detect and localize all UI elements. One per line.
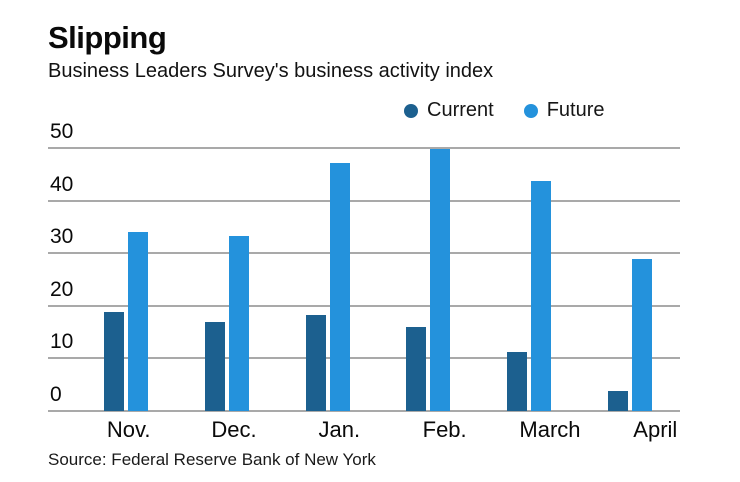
bar-group-nov bbox=[76, 148, 177, 411]
x-axis-label-feb: Feb. bbox=[422, 417, 467, 442]
y-tick-label-30: 30 bbox=[50, 225, 74, 249]
gridline-40 bbox=[48, 199, 680, 202]
x-axis-label-jan: Jan. bbox=[318, 417, 361, 442]
bar-group-dec bbox=[177, 148, 278, 411]
gridline-30 bbox=[48, 252, 680, 255]
x-axis-label-nov: Nov. bbox=[106, 417, 151, 442]
legend-label-current: Current bbox=[427, 99, 494, 121]
bar-current-april bbox=[607, 390, 628, 411]
y-tick-label-10: 10 bbox=[50, 330, 74, 354]
x-axis-label-dec: Dec. bbox=[211, 417, 257, 442]
x-axis: Nov. Dec. Jan. Feb. March April bbox=[48, 417, 708, 443]
current-series-dot-icon bbox=[404, 103, 418, 118]
y-tick-label-0: 0 bbox=[50, 383, 62, 406]
bar-future-nov bbox=[128, 231, 149, 411]
bar-future-dec bbox=[229, 236, 249, 411]
bar-future-april bbox=[631, 259, 652, 411]
legend-item-current: Current bbox=[404, 99, 494, 122]
future-series-dot-icon bbox=[523, 103, 538, 118]
chart-title: Slipping bbox=[48, 20, 167, 55]
bar-group-march bbox=[479, 148, 580, 411]
gridline-20 bbox=[48, 304, 680, 307]
bar-current-nov bbox=[104, 311, 125, 411]
gridline-10 bbox=[48, 357, 680, 360]
y-tick-label-20: 20 bbox=[50, 277, 74, 301]
y-tick-label-40: 40 bbox=[50, 172, 74, 196]
bar-future-feb bbox=[430, 149, 451, 411]
bar-future-march bbox=[531, 180, 552, 411]
x-axis-label-april: April bbox=[633, 417, 678, 442]
bar-current-jan bbox=[305, 315, 326, 411]
bar-current-march bbox=[507, 351, 528, 411]
source-note: Source: Federal Reserve Bank of New York bbox=[48, 450, 376, 469]
bar-future-jan bbox=[329, 162, 350, 411]
chart-subtitle: Business Leaders Survey's business activ… bbox=[48, 60, 494, 82]
gridline-0 bbox=[48, 410, 680, 412]
bar-group-april bbox=[579, 148, 680, 411]
bar-current-dec bbox=[205, 322, 225, 411]
legend: Current Future bbox=[404, 99, 605, 122]
bar-group-feb bbox=[378, 148, 479, 411]
legend-label-future: Future bbox=[546, 99, 605, 121]
bar-layer bbox=[48, 148, 680, 411]
bar-group-jan bbox=[277, 148, 378, 411]
y-tick-label-50: 50 bbox=[50, 120, 74, 143]
legend-item-future: Future bbox=[523, 99, 605, 122]
bar-current-feb bbox=[406, 327, 427, 411]
x-axis-label-march: March bbox=[519, 417, 581, 442]
plot-area: 0 10 20 30 40 50 bbox=[48, 121, 680, 412]
gridline-50 bbox=[48, 147, 680, 149]
